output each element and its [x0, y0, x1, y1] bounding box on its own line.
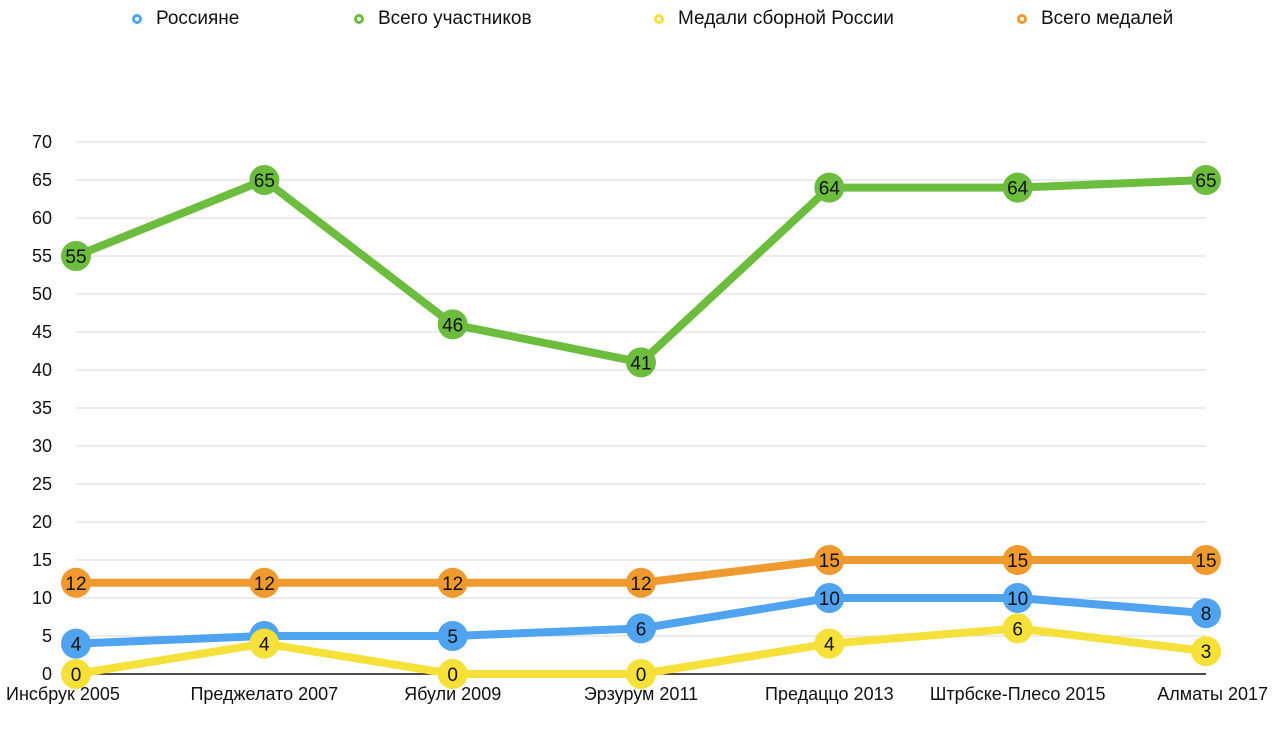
x-tick-label: Преджелато 2007 [190, 684, 338, 704]
data-point [814, 172, 845, 203]
data-point [61, 567, 91, 598]
data-point [1002, 583, 1033, 613]
y-tick-label: 35 [32, 398, 52, 418]
data-point [1002, 613, 1033, 644]
data-label: 12 [65, 574, 86, 595]
y-tick-label: 10 [32, 588, 52, 608]
y-axis: 0 5 10 15 20 25 30 35 40 45 50 55 60 65 70 [32, 132, 52, 684]
y-tick-label: 5 [42, 626, 52, 646]
legend-label: Медали сборной России [678, 8, 894, 29]
data-point [61, 628, 91, 659]
legend-item: Всего медалей [1017, 4, 1173, 34]
data-point [1191, 545, 1221, 575]
data-label: 6 [1012, 619, 1023, 640]
legend-marker [354, 14, 364, 24]
data-label: 6 [636, 619, 647, 640]
y-tick-label: 15 [32, 550, 52, 570]
data-point [814, 628, 845, 659]
data-point [437, 621, 468, 651]
legend-item: Россияне [132, 4, 239, 34]
data-label: 12 [442, 574, 463, 595]
data-label: 8 [1201, 604, 1212, 625]
data-point [437, 659, 468, 689]
data-point [626, 659, 656, 689]
data-point [61, 659, 91, 689]
legend: Россияне Всего участников Медали сборной Р… [0, 4, 1280, 34]
y-tick-label: 0 [42, 664, 52, 684]
legend-label: Россияне [156, 8, 240, 29]
x-tick-label: Инсбрук 2005 [6, 684, 120, 704]
x-axis: Инсбрук 2005 Преджелато 2007 Ябули 2009 Эрз… [6, 684, 1268, 704]
data-point [437, 309, 468, 340]
data-point [61, 241, 91, 271]
data-label: 12 [254, 574, 275, 595]
legend-item: Медали сборной России [654, 4, 894, 34]
data-point [1002, 545, 1033, 575]
y-tick-label: 20 [32, 512, 52, 532]
data-point [626, 347, 656, 378]
y-tick-label: 70 [32, 132, 52, 152]
data-label: 4 [824, 635, 835, 656]
legend-marker [654, 14, 664, 24]
data-label: 41 [630, 353, 651, 374]
y-tick-label: 45 [32, 322, 52, 342]
x-tick-label: Алматы 2017 [1157, 684, 1268, 704]
data-point [1002, 172, 1033, 203]
data-point [814, 583, 845, 613]
data-point [437, 567, 468, 598]
legend-marker [132, 14, 142, 24]
x-tick-label: Штрбске-Плесо 2015 [930, 684, 1106, 704]
data-label: 15 [1195, 551, 1216, 572]
data-label: 10 [819, 589, 840, 610]
data-label: 0 [447, 665, 458, 686]
data-point [249, 628, 280, 659]
data-point [626, 613, 656, 644]
data-label: 4 [259, 635, 270, 656]
data-point [1191, 165, 1221, 195]
y-tick-label: 30 [32, 436, 52, 456]
data-label: 5 [447, 627, 458, 648]
data-label: 64 [819, 179, 841, 200]
data-point [1191, 636, 1221, 667]
x-tick-label: Эрзурум 2011 [584, 684, 698, 704]
y-tick-label: 55 [32, 246, 52, 266]
data-label: 0 [71, 665, 82, 686]
data-label: 15 [1007, 551, 1028, 572]
data-point [1191, 598, 1221, 629]
y-tick-label: 65 [32, 170, 52, 190]
data-label: 3 [1201, 642, 1212, 663]
data-label: 46 [442, 315, 463, 336]
y-tick-label: 40 [32, 360, 52, 380]
series-line [72, 176, 1210, 367]
data-point [249, 165, 280, 195]
series-points: 4556101085565464164646504004631212121215… [61, 165, 1221, 689]
y-tick-label: 60 [32, 208, 52, 228]
data-label: 0 [636, 665, 647, 686]
data-label: 15 [819, 551, 840, 572]
data-label: 12 [630, 574, 651, 595]
data-label: 55 [65, 247, 86, 268]
series-lines [72, 176, 1210, 678]
legend-label: Всего медалей [1041, 8, 1174, 29]
legend-marker [1017, 14, 1027, 24]
data-point [814, 545, 845, 575]
data-point [626, 567, 656, 598]
data-point [249, 567, 280, 598]
data-label: 64 [1007, 179, 1029, 200]
y-tick-label: 25 [32, 474, 52, 494]
legend-item: Всего участников [354, 4, 532, 34]
x-tick-label: Ябули 2009 [404, 684, 501, 704]
data-label: 10 [1007, 589, 1028, 610]
legend-label: Всего участников [378, 8, 532, 29]
x-tick-label: Предаццо 2013 [765, 684, 894, 704]
y-tick-label: 50 [32, 284, 52, 304]
data-label: 65 [254, 171, 275, 192]
data-label: 65 [1195, 171, 1216, 192]
data-label: 4 [71, 635, 82, 656]
